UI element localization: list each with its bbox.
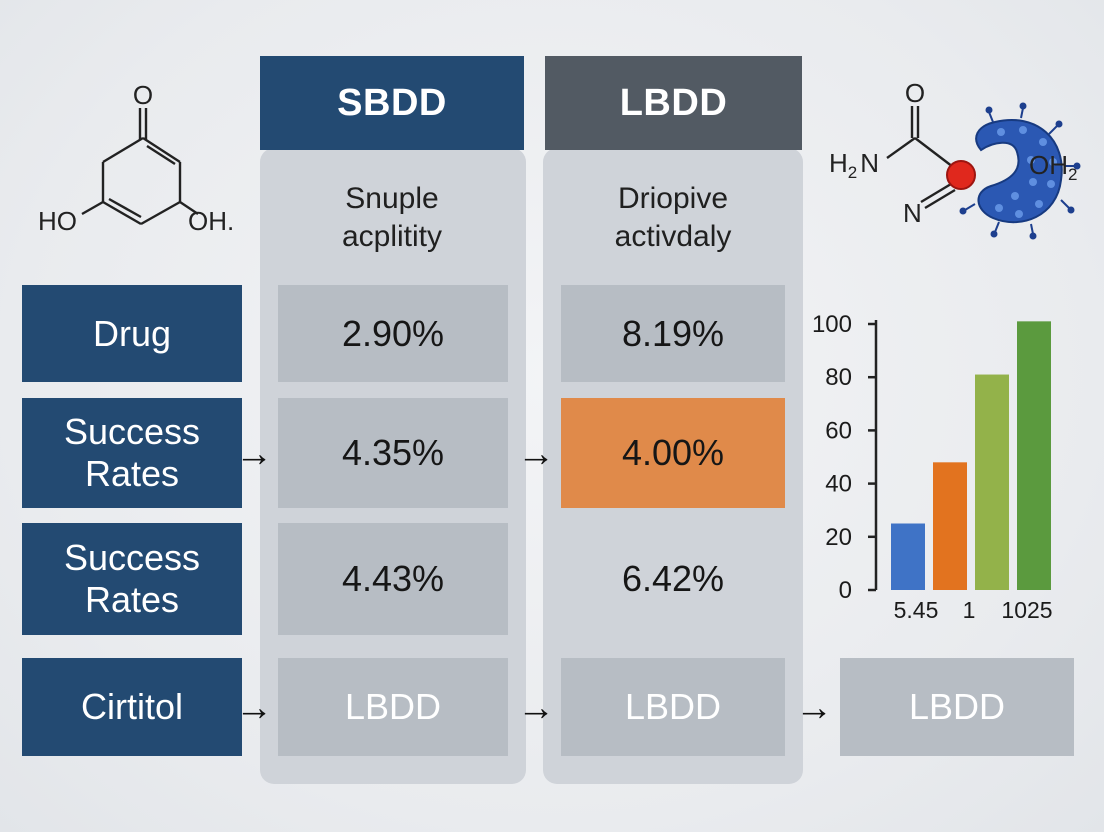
sbdd-column-subtitle: Snuple acplitity	[262, 172, 522, 264]
lbdd-value-row2-highlight: 4.00%	[561, 398, 785, 508]
arrow-right-icon: →	[517, 687, 555, 729]
row3-label-line2: Rates	[84, 579, 180, 620]
row-label-success-rates-1: Success Rates	[22, 398, 242, 508]
extra-value-row4: LBDD	[840, 658, 1074, 756]
row-label-cirtitol: Cirtitol	[22, 658, 242, 756]
chart-bar	[1017, 321, 1051, 590]
molecule-left-top-atom: O	[133, 80, 153, 110]
sbdd-value-row2: 4.35%	[278, 398, 508, 508]
lbdd-value-row3: 6.42%	[621, 558, 725, 599]
lbdd-column-header: LBDD	[545, 56, 802, 150]
molecule-right-diagram: O H2 N N OH2	[829, 80, 1081, 240]
row-label-cirtitol-text: Cirtitol	[80, 686, 183, 727]
row3-label-line1: Success	[63, 537, 201, 578]
molecule-right-imine-label: N	[903, 198, 922, 228]
lbdd-value-row1: 8.19%	[561, 285, 785, 382]
chart-y-tick-label: 0	[839, 577, 852, 604]
chart-bar	[891, 523, 925, 590]
chart-bar	[975, 374, 1009, 590]
chart-y-tick-label: 40	[825, 471, 852, 498]
sbdd-subtitle-line2: acplitity	[341, 220, 443, 253]
protein-icon	[959, 102, 1081, 240]
row2-label-line2: Rates	[84, 453, 180, 494]
lbdd-column-subtitle: Driopive activdaly	[545, 172, 801, 264]
row-label-drug-text: Drug	[92, 312, 172, 354]
sbdd-subtitle-line1: Snuple	[345, 182, 439, 215]
chart-x-tick-label: 1025	[1001, 597, 1052, 623]
molecule-right-top-atom: O	[905, 80, 925, 108]
arrow-right-icon: →	[235, 687, 273, 729]
arrow-right-icon: →	[517, 433, 555, 475]
bar-chart: 100 80 60 40 20 0 5.45 1 1025	[812, 311, 1053, 623]
row2-label-line1: Success	[63, 411, 201, 452]
chart-y-tick-label: 80	[825, 364, 852, 391]
row-label-success-rates-2: Success Rates	[22, 523, 242, 635]
arrow-right-icon: →	[795, 687, 833, 729]
chart-y-tick-label: 100	[812, 311, 852, 338]
molecule-right-water-label: OH2	[1029, 150, 1077, 184]
molecule-right-amine-label: H2 N	[829, 148, 879, 182]
molecule-left-oh-label: OH.	[188, 206, 234, 236]
row-label-drug: Drug	[22, 285, 242, 382]
chart-y-tick-label: 20	[825, 524, 852, 551]
chart-y-tick-label: 60	[825, 417, 852, 444]
molecule-left-ho-label: HO	[38, 206, 77, 236]
sbdd-column-header: SBDD	[260, 56, 524, 150]
chart-bar	[933, 462, 967, 590]
sbdd-value-row3: 4.43%	[278, 523, 508, 635]
sbdd-value-row4: LBDD	[278, 658, 508, 756]
arrow-right-icon: →	[235, 433, 273, 475]
lbdd-value-row4: LBDD	[561, 658, 785, 756]
ligand-atom-icon	[946, 160, 976, 190]
sbdd-value-row1: 2.90%	[278, 285, 508, 382]
chart-x-tick-label: 1	[963, 597, 976, 623]
lbdd-subtitle-line2: activdaly	[614, 220, 732, 253]
chart-x-tick-label: 5.45	[894, 597, 939, 623]
lbdd-subtitle-line1: Driopive	[617, 182, 729, 215]
molecule-left-diagram: O HO OH.	[38, 80, 234, 236]
